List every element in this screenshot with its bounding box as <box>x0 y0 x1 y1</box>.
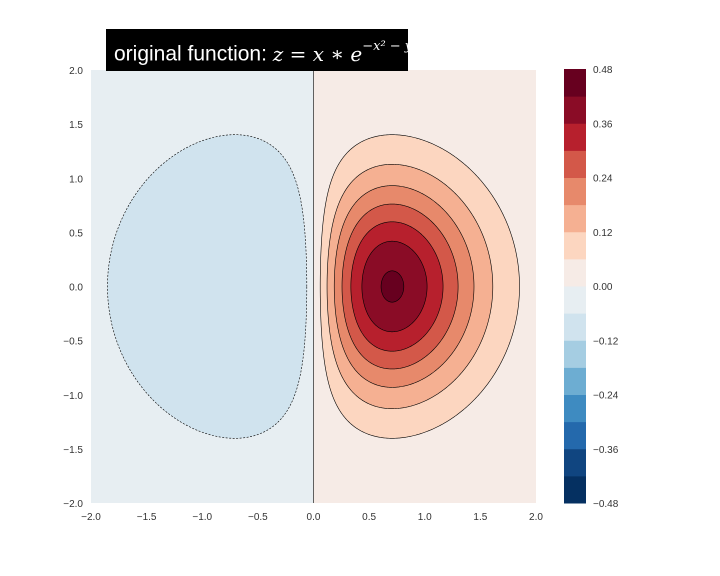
colorbar-band <box>564 123 586 151</box>
colorbar-band <box>564 258 586 287</box>
x-tick-label: 1.0 <box>418 512 432 523</box>
y-tick-label: 0.0 <box>69 283 83 294</box>
colorbar-band <box>564 421 586 450</box>
colorbar-tick-label: 0.12 <box>593 228 613 239</box>
colorbar-band <box>564 313 586 341</box>
colorbar-band <box>564 340 586 368</box>
x-tick-label: −1.5 <box>137 512 157 523</box>
plot-area <box>91 70 536 503</box>
colorbar-band <box>564 448 586 477</box>
x-tick-label: −1.0 <box>192 512 212 523</box>
x-tick-label: 2.0 <box>529 512 543 523</box>
colorbar-tick-label: −0.48 <box>593 499 619 510</box>
y-axis-ticks: 2.0 1.5 1.0 0.5 0.0 −0.5 −1.0 −1.5 −2.0 <box>63 66 83 510</box>
formula-base: z = x ∗ e <box>272 41 363 66</box>
colorbar-band <box>564 394 586 423</box>
x-tick-label: 0.5 <box>362 512 376 523</box>
colorbar-band <box>564 231 586 260</box>
y-tick-label: 1.0 <box>69 174 83 185</box>
formula-exponent: −x² − y² <box>362 39 418 54</box>
colorbar-tick-label: 0.48 <box>593 65 613 76</box>
x-tick-label: 0.0 <box>307 512 321 523</box>
colorbar-band <box>564 367 586 395</box>
colorbar-tick-label: −0.12 <box>593 336 619 347</box>
title-formula: z = x ∗ e−x² − y² <box>272 39 418 66</box>
y-tick-label: 2.0 <box>69 66 83 77</box>
colorbar-band <box>564 475 586 504</box>
y-tick-label: −1.5 <box>63 445 83 456</box>
x-tick-label: −2.0 <box>81 512 101 523</box>
title-text: original function: <box>114 42 267 66</box>
x-tick-label: −0.5 <box>248 512 268 523</box>
y-tick-label: 0.5 <box>69 228 83 239</box>
y-tick-label: −1.0 <box>63 391 83 402</box>
colorbar-tick-label: −0.24 <box>593 391 619 402</box>
colorbar-band <box>564 286 586 314</box>
x-tick-label: 1.5 <box>473 512 487 523</box>
y-tick-label: 1.5 <box>69 120 83 131</box>
colorbar-band <box>564 177 586 206</box>
colorbar-tick-label: 0.00 <box>593 282 613 293</box>
contour-level <box>107 134 308 439</box>
colorbar-tick-label: 0.24 <box>593 174 613 185</box>
chart-title: original function: z = x ∗ e−x² − y² <box>106 29 417 71</box>
colorbar-tick-label: −0.36 <box>593 445 619 456</box>
y-tick-label: −2.0 <box>63 499 83 510</box>
x-axis-ticks: −2.0 −1.5 −1.0 −0.5 0.0 0.5 1.0 1.5 2.0 <box>81 512 543 523</box>
colorbar-band <box>564 69 586 97</box>
y-tick-label: −0.5 <box>63 337 83 348</box>
colorbar-band <box>564 150 586 178</box>
colorbar-band <box>564 96 586 124</box>
colorbar-band <box>564 204 586 233</box>
colorbar: 0.48 0.36 0.24 0.12 0.00 −0.12 −0.24 −0.36 −0.48 <box>564 65 619 510</box>
contour-level <box>380 270 405 303</box>
colorbar-tick-label: 0.36 <box>593 119 613 130</box>
